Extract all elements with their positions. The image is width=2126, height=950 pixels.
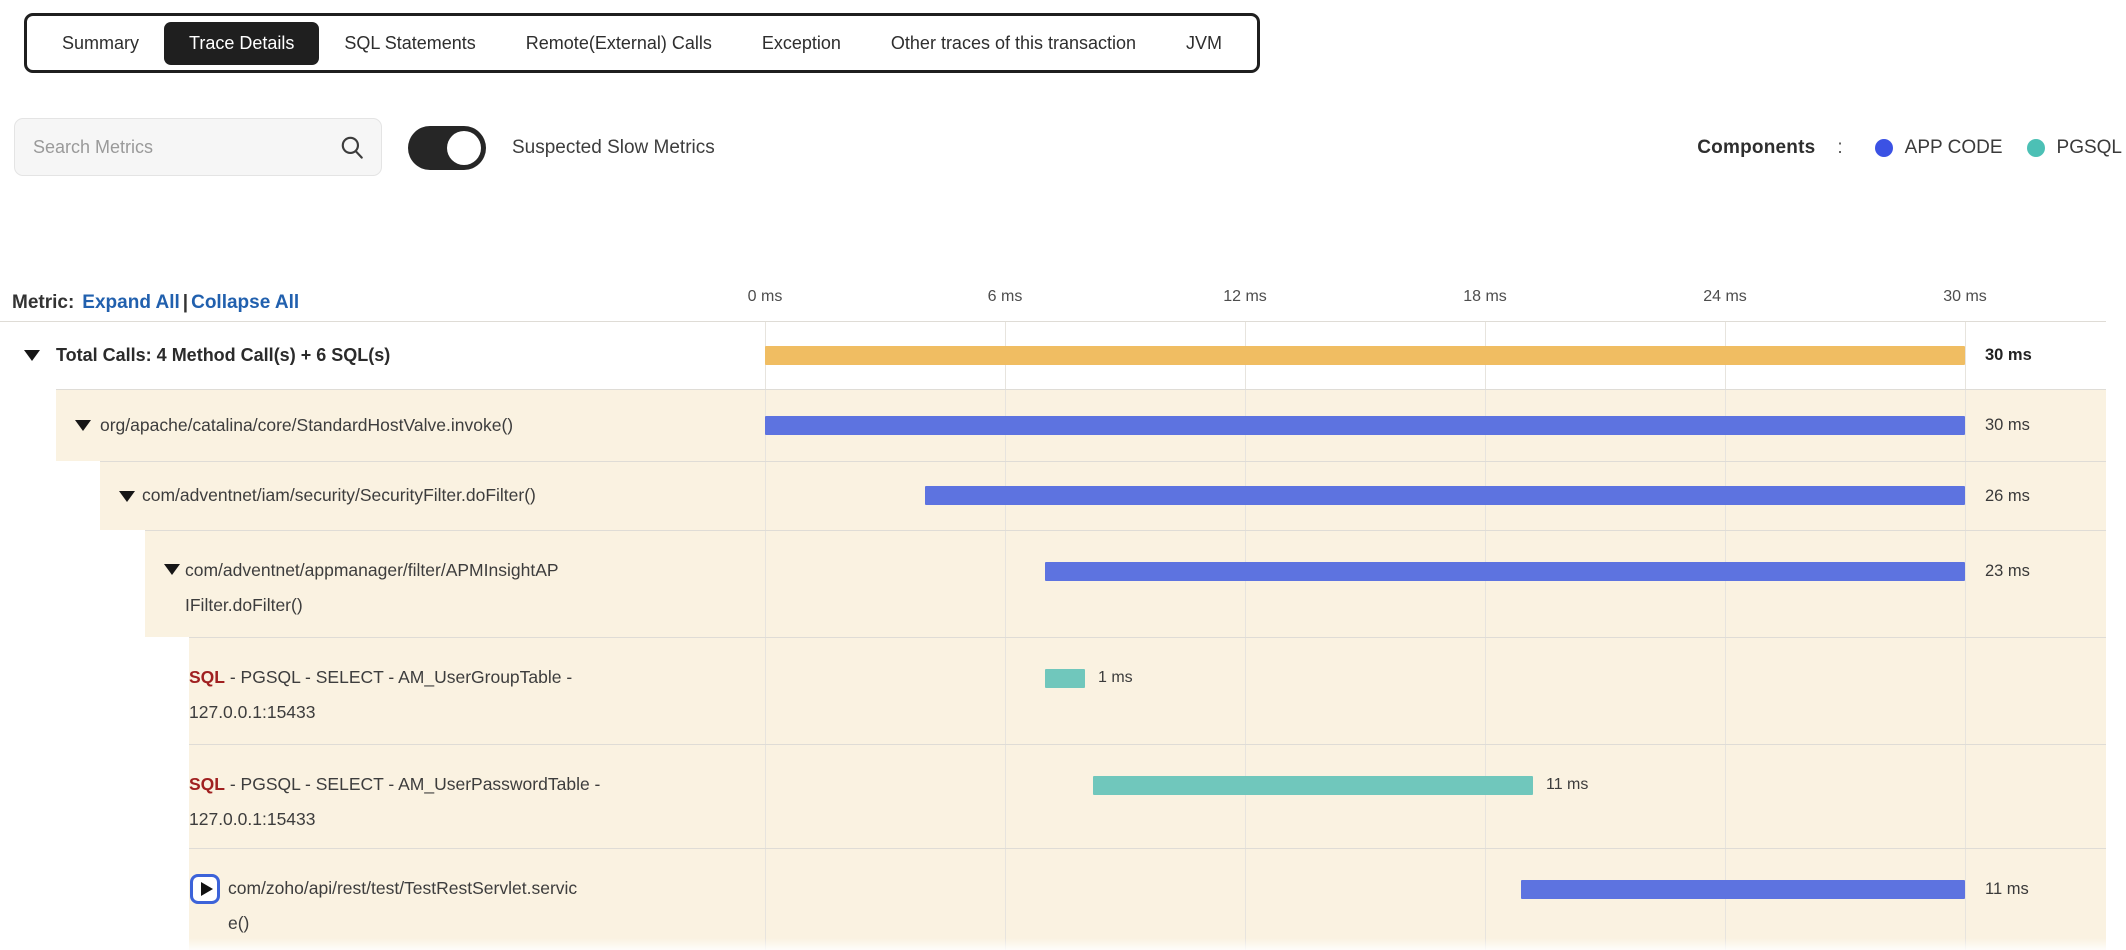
gridline-12ms	[1245, 321, 1246, 950]
duration-bar-method[interactable]	[1045, 562, 1965, 581]
gridline-30ms	[1965, 321, 1966, 950]
metric-label-line: com/adventnet/appmanager/filter/APMInsig…	[185, 560, 559, 580]
row-highlight-panel	[145, 530, 2106, 637]
trace-row: SQL - PGSQL - SELECT - AM_UserGroupTable…	[0, 637, 2126, 744]
row-separator	[100, 461, 2106, 462]
row-duration-value: 30 ms	[1985, 345, 2032, 364]
suspected-slow-metrics-toggle[interactable]	[408, 126, 486, 170]
legend-colon: :	[1837, 137, 1843, 158]
metric-label-text[interactable]: com/adventnet/iam/security/SecurityFilte…	[142, 461, 536, 530]
row-duration-value: 26 ms	[1985, 486, 2030, 505]
metric-label-line: SQL - PGSQL - SELECT - AM_UserGroupTable…	[189, 667, 573, 687]
expander-triangle-icon[interactable]	[164, 564, 180, 575]
legend-item-app-code: APP CODE	[1874, 137, 2003, 159]
metric-label-text[interactable]: com/adventnet/appmanager/filter/APMInsig…	[185, 553, 559, 623]
metric-label-line: e()	[228, 913, 250, 933]
bar-duration-label: 11 ms	[1546, 775, 1589, 793]
metric-label-line: com/zoho/api/rest/test/TestRestServlet.s…	[228, 878, 578, 898]
duration-bar-sql[interactable]	[1045, 669, 1085, 688]
expander-triangle-icon[interactable]	[119, 490, 135, 502]
legend-item-label: PGSQL	[2056, 137, 2122, 158]
search-input[interactable]	[31, 135, 339, 159]
metric-label-text[interactable]: SQL - PGSQL - SELECT - AM_UserPasswordTa…	[189, 767, 600, 837]
duration-bar-method[interactable]	[765, 416, 1965, 435]
row-duration-value: 30 ms	[1985, 415, 2030, 434]
row-separator	[0, 321, 2106, 322]
trace-tab-bar: Summary Trace Details SQL Statements Remote…	[24, 13, 1261, 73]
row-highlight-panel	[189, 637, 2106, 744]
gridline-18ms	[1485, 321, 1486, 950]
metric-divider: |	[182, 292, 189, 313]
gridline-24ms	[1725, 321, 1726, 950]
gridline-6ms	[1005, 321, 1006, 950]
metric-label-text[interactable]: org/apache/catalina/core/StandardHostVal…	[100, 389, 513, 461]
sql-prefix: SQL	[189, 774, 225, 794]
axis-tick-30ms: 30 ms	[1943, 288, 1987, 305]
row-separator	[145, 530, 2106, 531]
axis-tick-24ms: 24 ms	[1703, 288, 1747, 305]
bar-duration-label: 1 ms	[1098, 668, 1133, 686]
metric-label: Metric:	[12, 292, 75, 313]
row-separator	[189, 744, 2106, 745]
metric-label-line: 127.0.0.1:15433	[189, 809, 316, 829]
trace-row: com/adventnet/appmanager/filter/APMInsig…	[0, 530, 2126, 637]
components-legend: Components : APP CODE PGSQL	[1697, 126, 2122, 170]
legend-title: Components	[1697, 137, 1816, 158]
metric-label-line: SQL - PGSQL - SELECT - AM_UserPasswordTa…	[189, 774, 601, 794]
trace-row: org/apache/catalina/core/StandardHostVal…	[0, 389, 2126, 461]
row-separator	[189, 637, 2106, 638]
play-expand-button[interactable]	[190, 874, 220, 904]
trace-row: Total Calls: 4 Method Call(s) + 6 SQL(s)…	[0, 321, 2126, 389]
trace-row: com/adventnet/iam/security/SecurityFilte…	[0, 461, 2126, 530]
collapse-all-link[interactable]: Collapse All	[191, 292, 300, 313]
metric-label-line: IFilter.doFilter()	[185, 595, 303, 615]
metric-label-text[interactable]: Total Calls: 4 Method Call(s) + 6 SQL(s)	[56, 321, 390, 389]
metric-label-line: com/adventnet/iam/security/SecurityFilte…	[142, 485, 536, 505]
trace-row: com/zoho/api/rest/test/TestRestServlet.s…	[0, 848, 2126, 950]
toggle-label: Suspected Slow Metrics	[512, 137, 715, 158]
metric-bar: Metric: Expand All | Collapse All	[12, 288, 299, 318]
row-highlight-panel	[189, 848, 2106, 950]
duration-bar-total[interactable]	[765, 346, 1965, 365]
trace-row: SQL - PGSQL - SELECT - AM_UserPasswordTa…	[0, 744, 2126, 848]
search-icon[interactable]	[339, 134, 365, 160]
axis-tick-18ms: 18 ms	[1463, 288, 1507, 305]
row-duration-value: 23 ms	[1985, 561, 2030, 580]
duration-bar-method[interactable]	[925, 486, 1965, 505]
tab-exception[interactable]: Exception	[761, 32, 841, 53]
duration-bar-sql[interactable]	[1093, 776, 1533, 795]
expander-triangle-icon[interactable]	[24, 350, 40, 361]
row-separator	[189, 848, 2106, 849]
metric-label-line: 127.0.0.1:15433	[189, 702, 316, 722]
row-duration-value: 11 ms	[1985, 879, 2029, 898]
metric-label-text[interactable]: SQL - PGSQL - SELECT - AM_UserGroupTable…	[189, 660, 572, 730]
search-metrics-box[interactable]	[14, 118, 382, 176]
tab-other-traces-of-this-transaction[interactable]: Other traces of this transaction	[890, 32, 1137, 53]
toggle-knob	[447, 131, 481, 165]
metric-label-line: Total Calls: 4 Method Call(s) + 6 SQL(s)	[56, 344, 391, 365]
axis-tick-6ms: 6 ms	[987, 288, 1023, 305]
legend-item-label: APP CODE	[1904, 137, 2003, 158]
axis-tick-0ms: 0 ms	[747, 288, 783, 305]
legend-item-pgsql: PGSQL	[2026, 137, 2122, 159]
trace-waterfall-grid: Total Calls: 4 Method Call(s) + 6 SQL(s)…	[0, 321, 2126, 950]
tab-jvm[interactable]: JVM	[1186, 32, 1223, 53]
tab-trace-details[interactable]: Trace Details	[164, 21, 320, 65]
play-icon	[200, 882, 213, 896]
gridline-0ms	[765, 321, 766, 950]
pgsql-color-dot-icon	[2026, 139, 2045, 157]
metric-label-text[interactable]: com/zoho/api/rest/test/TestRestServlet.s…	[228, 871, 577, 941]
row-highlight-panel	[189, 744, 2106, 848]
axis-tick-12ms: 12 ms	[1223, 288, 1267, 305]
app-code-color-dot-icon	[1874, 139, 1893, 157]
duration-bar-method[interactable]	[1521, 880, 1965, 899]
sql-prefix: SQL	[189, 667, 225, 687]
expand-all-link[interactable]: Expand All	[82, 292, 180, 313]
tab-sql-statements[interactable]: SQL Statements	[344, 32, 476, 53]
expander-triangle-icon[interactable]	[75, 420, 91, 431]
tab-summary[interactable]: Summary	[62, 32, 140, 53]
row-separator	[56, 389, 2106, 390]
tab-remote-external-calls[interactable]: Remote(External) Calls	[525, 32, 712, 53]
metric-label-line: org/apache/catalina/core/StandardHostVal…	[100, 414, 514, 435]
